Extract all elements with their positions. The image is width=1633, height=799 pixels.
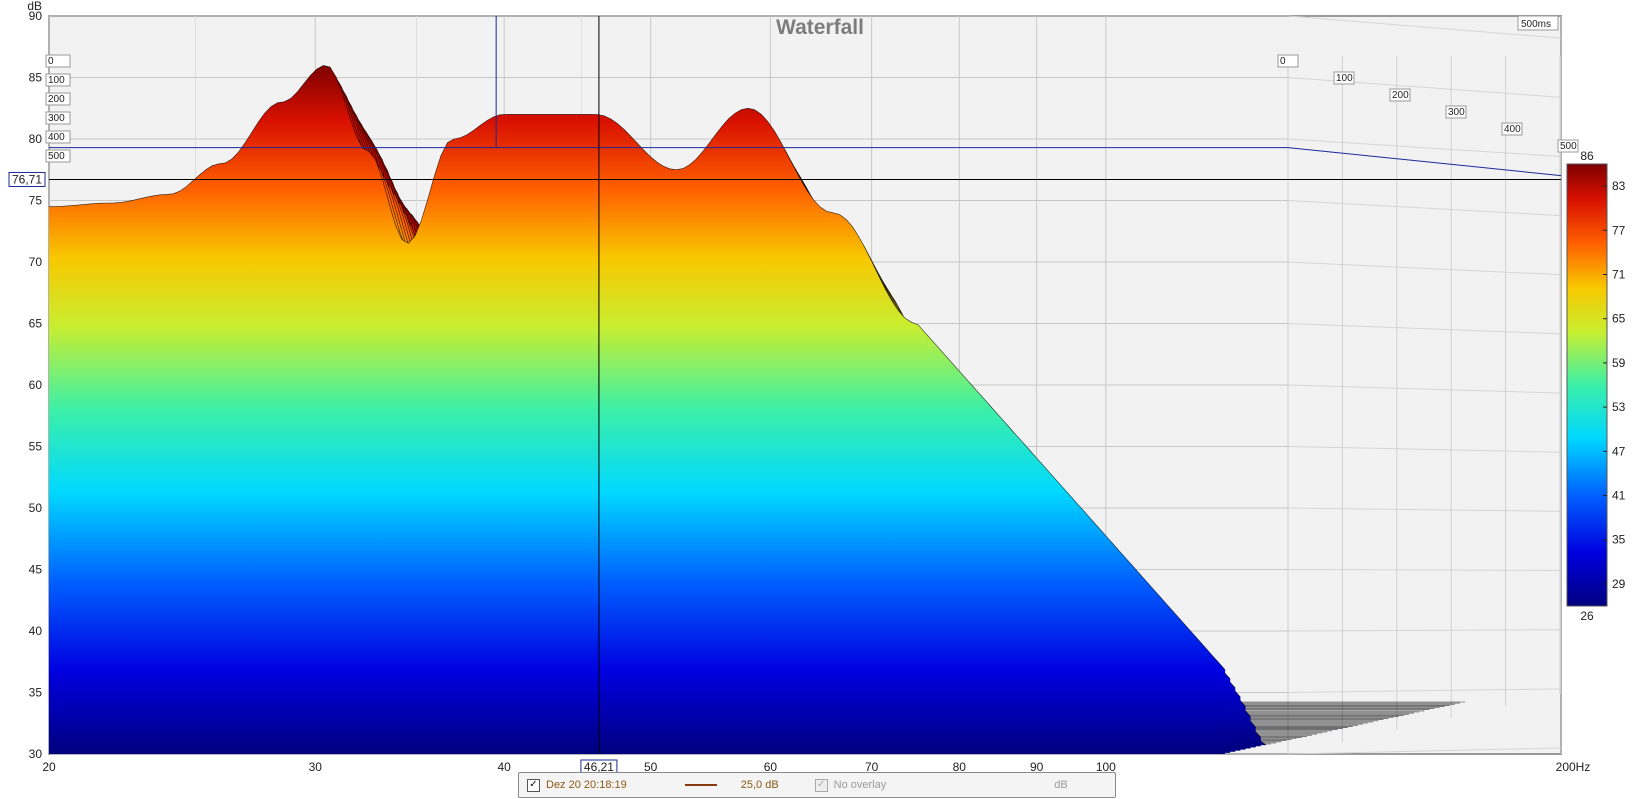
colorbar-label: 71: [1612, 268, 1626, 282]
y-grid-line-side: [1287, 747, 1562, 755]
time-label-left: 300: [48, 113, 65, 124]
y-tick-label: 45: [29, 563, 43, 577]
measurement-date: Dez 20 20:18:19: [546, 779, 627, 791]
y-tick-label: 75: [29, 194, 43, 208]
time-label-diagonal: 400: [1504, 124, 1521, 135]
time-label-box: [1277, 54, 1299, 68]
overlay-label: No overlay: [833, 779, 887, 791]
y-grid-line-side: [1287, 569, 1562, 572]
colorbar-label: 83: [1612, 179, 1626, 193]
measurement-value: 25,0 dB: [740, 779, 779, 791]
y-grid-line-side: [1287, 323, 1562, 335]
time-label-diagonal: 200: [1392, 90, 1409, 101]
y-grid-line-side: [1287, 629, 1562, 632]
legend-bar: ✓ Dez 20 20:18:19 25,0 dB ✓ No overlay d…: [518, 772, 1116, 798]
colorbar-label: 41: [1612, 489, 1626, 503]
cursor-y-label: 76,71: [12, 172, 42, 186]
waterfall-surface: [49, 65, 1466, 754]
cursor-x-label: 46,21: [584, 760, 614, 774]
colorbar-label: 53: [1612, 400, 1626, 414]
overlay-checkbox[interactable]: ✓: [814, 778, 828, 792]
x-tick-label: 100: [1096, 760, 1116, 774]
time-label-box: [45, 92, 71, 106]
time-label-box: [1557, 139, 1579, 153]
y-grid-line-side: [1287, 384, 1562, 394]
time-label-diagonal: 300: [1448, 107, 1465, 118]
measurement-checkbox[interactable]: ✓: [527, 778, 540, 792]
time-label-box: [1389, 88, 1411, 102]
y-tick-label: 90: [29, 9, 43, 23]
x-tick-label: 90: [1030, 760, 1044, 774]
colorbar-label: 65: [1612, 312, 1626, 326]
y-grid-line-side: [1287, 15, 1562, 39]
y-tick-label: 65: [29, 317, 43, 331]
time-label-left: 400: [48, 132, 65, 143]
colorbar-label: 35: [1612, 533, 1626, 547]
reference-line-depth: [1287, 147, 1562, 177]
y-tick-label: 35: [29, 686, 43, 700]
time-label-box: [45, 111, 71, 125]
y-tick-label: 55: [29, 440, 43, 454]
colorbar-label: 59: [1612, 356, 1626, 370]
y-tick-label: 30: [29, 747, 43, 761]
overlay-unit: dB: [1054, 779, 1068, 791]
y-grid-line-side: [1287, 688, 1562, 693]
time-label-diagonal: 0: [1280, 56, 1286, 67]
time-label-box: [45, 149, 71, 163]
y-tick-label: 40: [29, 624, 43, 638]
y-axis-label: dB: [27, 0, 42, 13]
time-label-box: [1333, 71, 1355, 85]
y-grid-line-side: [1287, 261, 1562, 276]
x-tick-label: 200Hz: [1556, 760, 1591, 774]
time-label-diagonal: 500: [1560, 141, 1577, 152]
time-label-left: 500: [48, 151, 65, 162]
y-tick-label: 50: [29, 501, 43, 515]
time-label-box: [45, 54, 71, 68]
colorbar-label: 29: [1612, 577, 1626, 591]
colorbar-max-label: 86: [1580, 149, 1594, 163]
y-tick-label: 80: [29, 132, 43, 146]
colorbar: [1566, 163, 1608, 607]
time-label-left: 0: [48, 56, 54, 67]
y-grid-line-side: [1287, 138, 1562, 157]
chart-title: Waterfall: [776, 16, 864, 39]
x-tick-label: 40: [497, 760, 511, 774]
time-label-left: 200: [48, 94, 65, 105]
time-label-box: [45, 73, 71, 87]
y-grid-line-side: [1287, 200, 1562, 217]
cursor-y-box: [8, 171, 46, 187]
y-grid-line-side: [1287, 507, 1562, 512]
colorbar-min-label: 26: [1580, 609, 1594, 623]
colorbar-label: 77: [1612, 223, 1626, 237]
cursor-overlay: 76,71 46,21: [8, 16, 1562, 775]
x-tick-label: 30: [309, 760, 323, 774]
surface-slice-fill: [49, 65, 1226, 754]
time-label-box: [45, 130, 71, 144]
measurement-line-swatch: [684, 784, 717, 786]
surface-slice-line: [49, 65, 1226, 670]
y-tick-label: 70: [29, 255, 43, 269]
time-end-label: 500ms: [1521, 19, 1551, 30]
y-tick-label: 60: [29, 378, 43, 392]
x-tick-label: 70: [865, 760, 879, 774]
x-tick-label: 50: [644, 760, 658, 774]
time-label-left: 100: [48, 75, 65, 86]
x-tick-label: 20: [42, 760, 56, 774]
time-label-diagonal: 100: [1336, 73, 1353, 84]
y-grid-line-side: [1287, 446, 1562, 453]
time-end-box: [1517, 15, 1559, 31]
time-label-box: [1501, 122, 1523, 136]
colorbar-label: 47: [1612, 444, 1626, 458]
time-label-box: [1445, 105, 1467, 119]
x-tick-label: 60: [764, 760, 778, 774]
x-tick-label: 80: [953, 760, 967, 774]
y-tick-label: 85: [29, 71, 43, 85]
